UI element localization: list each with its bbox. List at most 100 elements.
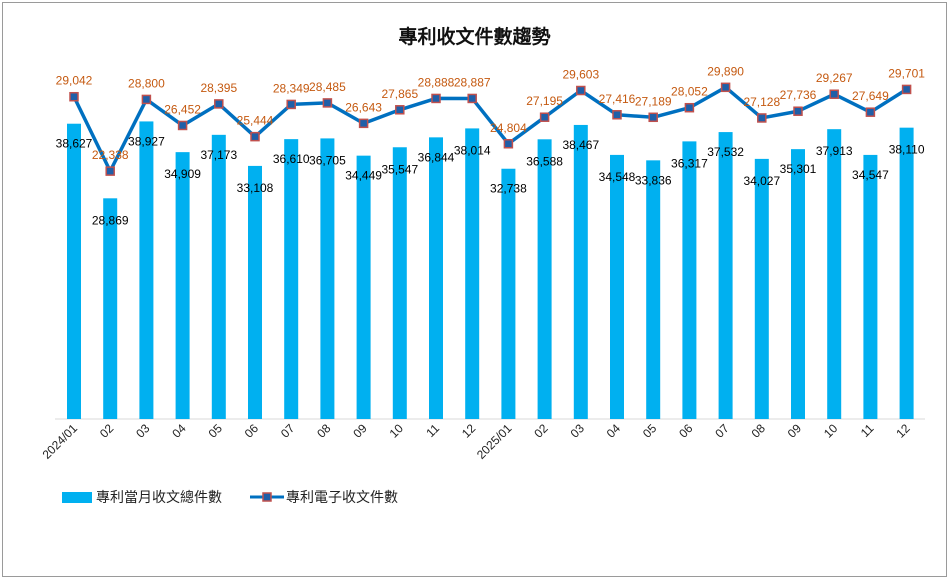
- line-marker: [794, 107, 802, 115]
- bar: [646, 160, 660, 419]
- line-marker: [142, 95, 150, 103]
- bar-data-label: 38,014: [454, 143, 491, 157]
- x-tick-label: 02: [531, 421, 551, 441]
- line-marker: [106, 167, 114, 175]
- line-data-label: 27,128: [743, 95, 780, 109]
- line-data-label: 29,890: [707, 64, 744, 78]
- line-data-label: 28,395: [200, 81, 237, 95]
- bar: [320, 138, 334, 419]
- bar-data-label: 34,547: [852, 168, 889, 182]
- line-marker: [287, 100, 295, 108]
- x-tick-label: 04: [604, 421, 624, 441]
- bar: [538, 139, 552, 419]
- line-marker: [179, 121, 187, 129]
- bar-data-label: 33,836: [635, 173, 672, 187]
- bar-data-label: 36,705: [309, 153, 346, 167]
- legend-line-label: 專利電子收文件數: [286, 487, 398, 507]
- line-marker: [70, 93, 78, 101]
- bar: [719, 132, 733, 419]
- line-marker: [830, 90, 838, 98]
- bar: [900, 128, 914, 419]
- line-marker: [613, 111, 621, 119]
- bar: [67, 124, 81, 419]
- x-tick-label: 11: [858, 421, 877, 440]
- line-data-label: 27,865: [381, 87, 418, 101]
- line-data-label: 24,804: [490, 121, 527, 135]
- bar-data-label: 36,588: [526, 154, 563, 168]
- x-tick-label: 10: [387, 421, 407, 441]
- bar: [176, 152, 190, 419]
- legend-bar-label: 專利當月收文總件數: [96, 487, 222, 507]
- x-tick-label: 12: [893, 421, 913, 441]
- bar-data-label: 28,869: [92, 213, 129, 227]
- x-tick-label: 03: [133, 421, 153, 441]
- x-tick-label: 03: [568, 421, 588, 441]
- x-tick-label: 12: [459, 421, 479, 441]
- line-marker: [432, 94, 440, 102]
- x-tick-label: 10: [821, 421, 841, 441]
- bar-data-label: 35,301: [780, 162, 817, 176]
- bar: [574, 125, 588, 419]
- line-data-label: 25,444: [237, 114, 274, 128]
- line-marker: [577, 87, 585, 95]
- bar: [429, 137, 443, 419]
- bar: [755, 159, 769, 419]
- line-data-label: 28,349: [273, 81, 310, 95]
- bar-data-label: 34,909: [164, 167, 201, 181]
- bar: [139, 121, 153, 419]
- bar-data-label: 38,627: [56, 137, 93, 151]
- bar: [827, 129, 841, 419]
- x-tick-label: 09: [350, 421, 370, 441]
- line-data-label: 27,189: [635, 94, 672, 108]
- bar: [284, 139, 298, 419]
- x-tick-label: 06: [242, 421, 262, 441]
- x-tick-label: 11: [423, 421, 442, 440]
- legend-line-swatch: [250, 491, 284, 503]
- bar: [212, 135, 226, 419]
- bar-data-label: 34,548: [599, 170, 636, 184]
- legend-bar-swatch: [62, 492, 92, 503]
- line-data-label: 22,338: [92, 148, 129, 162]
- bar: [682, 141, 696, 419]
- line-data-label: 29,603: [562, 68, 599, 82]
- legend-item-line: 專利電子收文件數: [250, 487, 398, 507]
- bar-data-label: 38,467: [562, 138, 599, 152]
- bar: [863, 155, 877, 419]
- x-tick-label: 05: [206, 421, 226, 441]
- line-marker: [251, 133, 259, 141]
- x-tick-label: 07: [712, 421, 732, 441]
- bar: [248, 166, 262, 419]
- x-tick-label: 07: [278, 421, 298, 441]
- line-marker: [323, 99, 331, 107]
- line-data-label: 29,267: [816, 71, 853, 85]
- line-data-label: 26,452: [164, 102, 201, 116]
- x-tick-label: 02: [97, 421, 117, 441]
- x-tick-label: 08: [314, 421, 334, 441]
- line-data-label: 28,888: [418, 75, 455, 89]
- line-data-label: 27,649: [852, 89, 889, 103]
- x-tick-label: 04: [169, 421, 189, 441]
- line-marker: [360, 119, 368, 127]
- line-data-label: 28,800: [128, 76, 165, 90]
- line-data-label: 27,416: [599, 92, 636, 106]
- line-data-label: 27,195: [526, 94, 563, 108]
- x-tick-label: 08: [749, 421, 769, 441]
- legend-item-bar: 專利當月收文總件數: [62, 487, 222, 507]
- line-marker: [758, 114, 766, 122]
- bar-data-label: 36,610: [273, 152, 310, 166]
- bar-data-label: 37,532: [707, 145, 744, 159]
- bar-data-label: 33,108: [237, 181, 274, 195]
- bar-data-label: 36,317: [671, 156, 708, 170]
- line-marker: [649, 113, 657, 121]
- line-marker: [504, 140, 512, 148]
- bar-data-label: 38,927: [128, 134, 165, 148]
- line-marker: [685, 104, 693, 112]
- line-data-label: 28,887: [454, 75, 491, 89]
- line-marker: [866, 108, 874, 116]
- bar: [393, 147, 407, 419]
- line-data-label: 27,736: [780, 88, 817, 102]
- x-tick-label: 09: [785, 421, 805, 441]
- line-marker: [541, 113, 549, 121]
- x-tick-label: 2025/01: [474, 421, 515, 462]
- bar: [791, 149, 805, 419]
